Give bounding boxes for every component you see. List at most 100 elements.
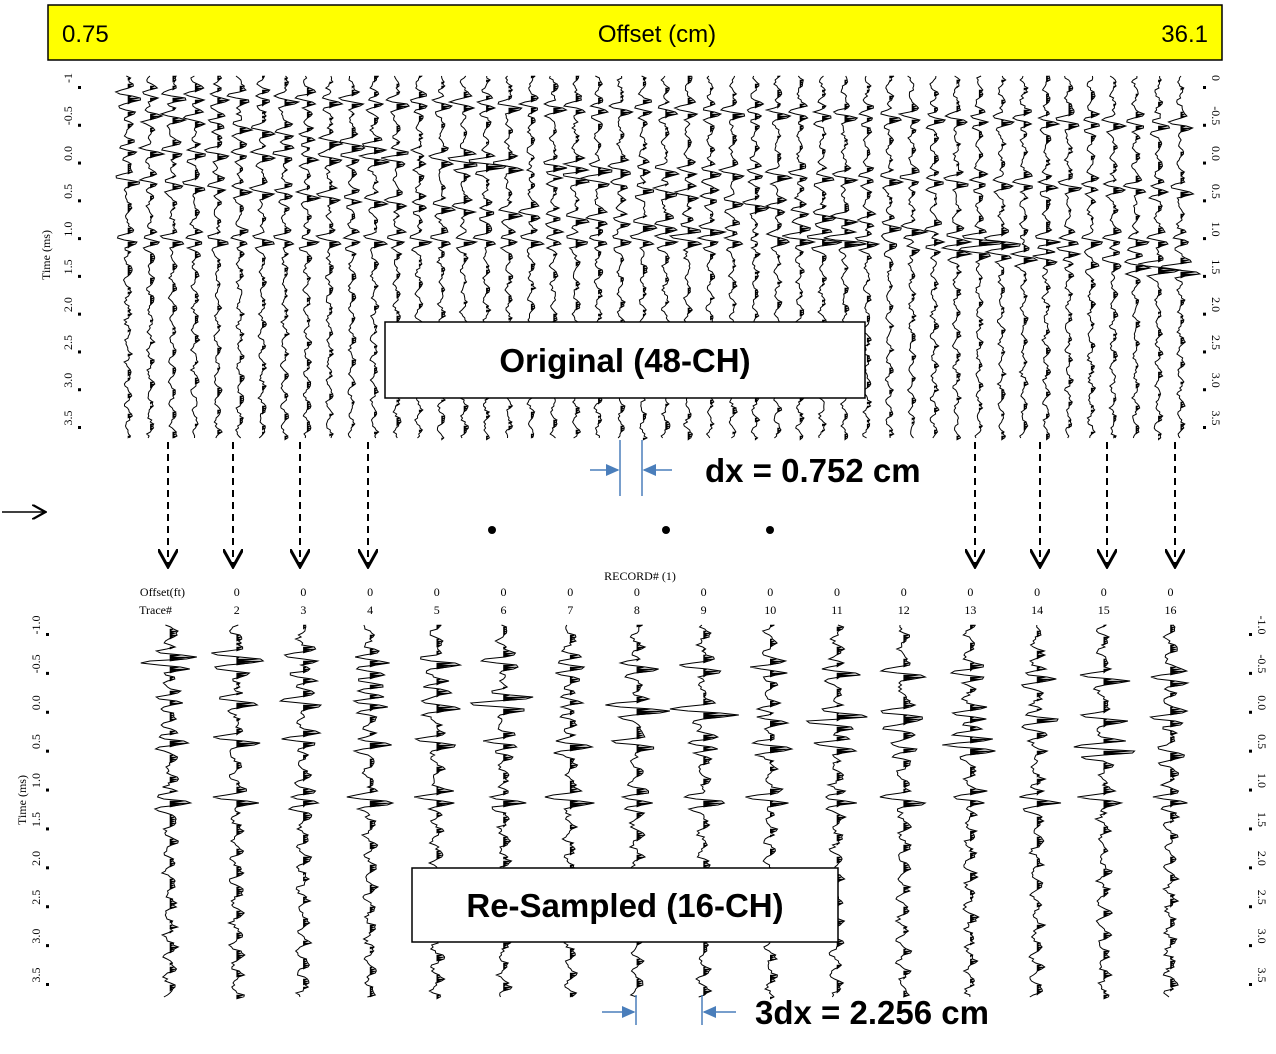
y-tick-label: 2.0 <box>1255 851 1269 866</box>
tick-mark <box>1249 905 1252 909</box>
offset-label: 0 <box>767 585 773 599</box>
trace-fill <box>903 634 926 998</box>
y-tick-label: 0.0 <box>1209 146 1223 161</box>
ellipsis <box>488 526 774 534</box>
tick-mark <box>1249 944 1252 948</box>
trace <box>294 75 322 439</box>
spacing-label: 3dx = 2.256 cm <box>755 994 989 1031</box>
trace-fill <box>1036 630 1062 996</box>
trace-fill <box>1158 79 1180 441</box>
trace <box>1158 75 1202 439</box>
tick-mark <box>1203 86 1206 89</box>
tick-mark <box>1249 827 1252 831</box>
trace-fill <box>934 91 946 435</box>
header-left: 0.75 <box>62 21 109 48</box>
offset-label: 0 <box>701 585 707 599</box>
trace-label: 2 <box>234 603 240 617</box>
trace-fill <box>1170 624 1188 992</box>
trace-fill <box>1001 79 1021 441</box>
trace <box>357 75 390 439</box>
record-label: RECORD# (1) <box>604 569 676 583</box>
trace-fill <box>978 89 1004 429</box>
y-tick-label: 0 <box>1209 75 1223 81</box>
y-tick-label: 2.0 <box>29 851 43 866</box>
offset-label: 0 <box>834 585 840 599</box>
trace-fill <box>1180 87 1200 431</box>
trace-fill <box>889 75 903 437</box>
trace <box>942 624 996 997</box>
trace-label: 4 <box>367 603 373 617</box>
trace-fill <box>303 624 321 990</box>
trace <box>1032 75 1061 439</box>
header-right: 36.1 <box>1161 21 1208 48</box>
trace-fill <box>866 85 879 429</box>
y-tick-label: 3.5 <box>1255 968 1269 983</box>
tick-mark <box>46 633 49 636</box>
trace-label: 14 <box>1031 603 1043 617</box>
label-box <box>384 321 866 399</box>
trace <box>203 75 231 439</box>
tick-mark <box>46 866 49 870</box>
y-tick-label: 2.0 <box>61 297 75 312</box>
offset-label: 0 <box>1168 585 1174 599</box>
trace <box>880 75 905 438</box>
trace-fill <box>127 77 141 439</box>
y-tick-label: -1.0 <box>1255 616 1269 635</box>
trace-fill <box>1046 75 1061 441</box>
trace-fill <box>770 624 792 1000</box>
trace-fill <box>956 79 972 441</box>
offset-label: 0 <box>634 585 640 599</box>
y-tick-label: 1.0 <box>29 773 43 788</box>
box-label: Original (48-CH) <box>499 342 750 379</box>
resample-arrows <box>168 442 1175 565</box>
trace-fill <box>239 85 253 425</box>
tick-mark <box>46 749 49 753</box>
spacing-indicator <box>590 440 736 1025</box>
y-tick-label: 0.5 <box>61 184 75 199</box>
y-tick-label: 2.5 <box>29 890 43 905</box>
trace <box>346 624 395 998</box>
trace-label: 11 <box>831 603 843 617</box>
y-tick-label: 3.0 <box>61 373 75 388</box>
tick-mark <box>1249 788 1252 792</box>
offset-label: 0 <box>501 585 507 599</box>
y-axis-label: Time (ms) <box>15 775 29 825</box>
tick-mark <box>46 944 49 948</box>
offset-row-label: Offset(ft) <box>140 585 185 599</box>
trace-fill <box>1023 87 1038 431</box>
y-axis-label: Time (ms) <box>39 230 53 280</box>
trace <box>278 624 323 998</box>
y-tick-label: -1 <box>61 73 75 83</box>
trace-fill <box>217 75 230 435</box>
tick-mark <box>1203 161 1206 165</box>
tick-mark <box>46 671 49 675</box>
trace-fill <box>970 624 996 988</box>
trace-fill <box>1103 624 1135 1000</box>
offset-label: 0 <box>567 585 573 599</box>
tick-mark <box>1249 710 1252 714</box>
trace-fill <box>844 79 867 441</box>
y-tick-label: -0.5 <box>1209 106 1223 125</box>
y-tick-label: 1.5 <box>61 259 75 274</box>
header-title: Offset (cm) <box>598 21 716 48</box>
trace-fill <box>836 626 868 994</box>
trace-fill <box>369 634 393 998</box>
offset-label: 0 <box>434 585 440 599</box>
trace-fill <box>329 81 343 437</box>
trace <box>1100 75 1128 439</box>
y-tick-label: 3.0 <box>1255 929 1269 944</box>
tick-mark <box>1203 274 1206 278</box>
trace <box>137 75 166 439</box>
y-tick-label: 2.0 <box>1209 297 1223 312</box>
trace-fill <box>799 79 815 441</box>
trace-fill <box>172 75 186 439</box>
trace <box>272 75 301 439</box>
tick-mark <box>78 199 81 203</box>
spacing-label: dx = 0.752 cm <box>705 452 921 489</box>
box-label: Re-Sampled (16-CH) <box>466 887 783 924</box>
trace <box>1019 624 1062 998</box>
trace-label: 10 <box>764 603 776 617</box>
trace <box>182 75 207 439</box>
y-tick-label: 2.5 <box>1209 335 1223 350</box>
trace-fill <box>911 103 928 425</box>
